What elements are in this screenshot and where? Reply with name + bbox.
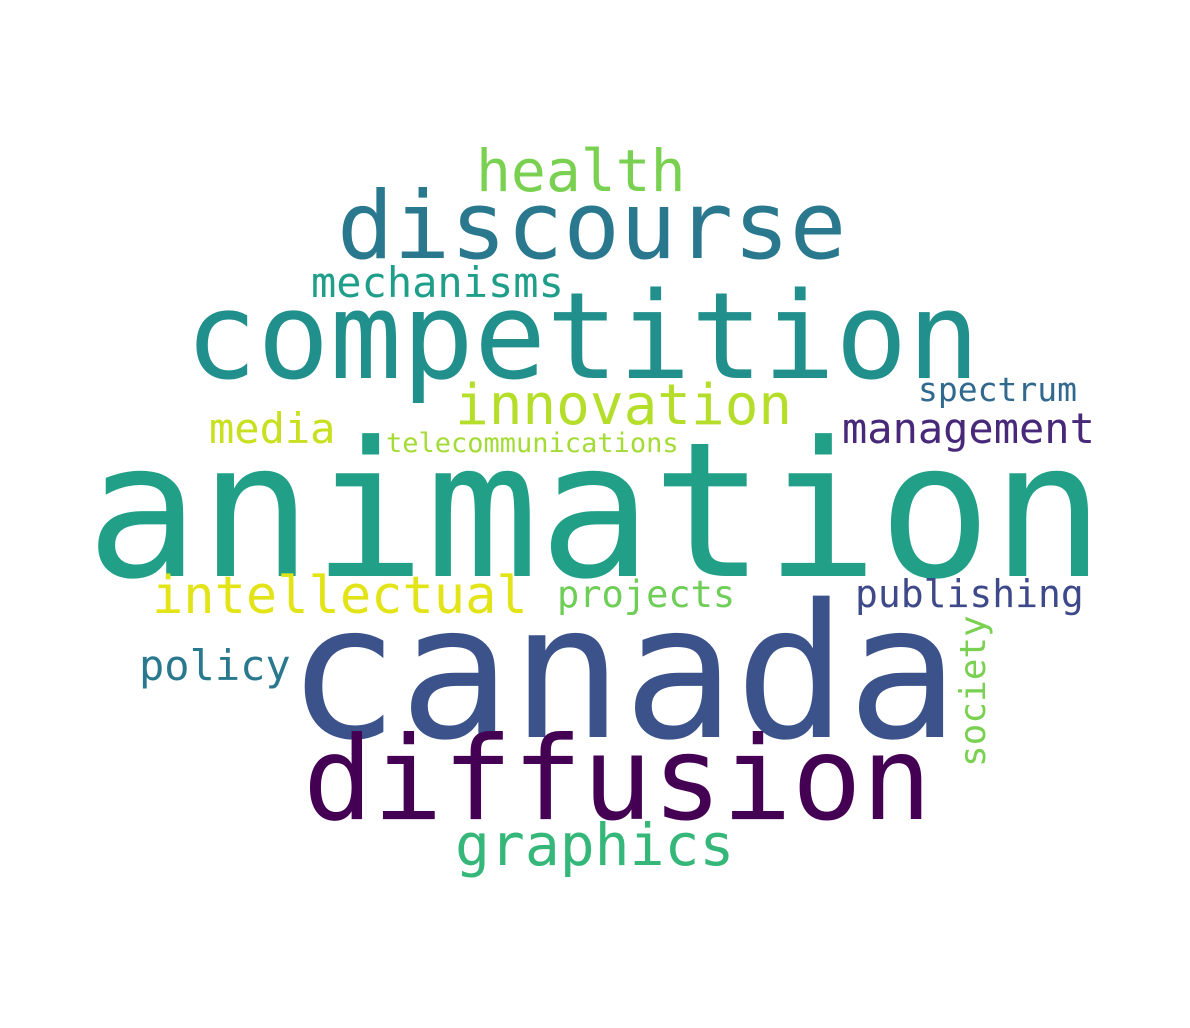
word-health: health [476, 137, 686, 205]
word-spectrum: spectrum [918, 370, 1077, 409]
word-innovation: innovation [455, 373, 793, 438]
word-telecommunications: telecommunications [386, 428, 679, 459]
word-intellectual: intellectual [152, 566, 528, 626]
word-animation: animation [86, 402, 1105, 621]
word-graphics: graphics [455, 811, 735, 879]
word-mechanisms: mechanisms [311, 258, 564, 307]
word-discourse: discourse [337, 172, 847, 281]
word-management: management [842, 404, 1095, 453]
word-projects: projects [557, 573, 736, 616]
word-society: society [953, 615, 994, 767]
word-media: media [209, 404, 336, 453]
word-diffusion: diffusion [303, 712, 932, 847]
word-competition: competition [185, 268, 980, 407]
word-policy: policy [139, 641, 291, 690]
word-canada: canada [287, 564, 959, 781]
word-publishing: publishing [855, 572, 1084, 616]
